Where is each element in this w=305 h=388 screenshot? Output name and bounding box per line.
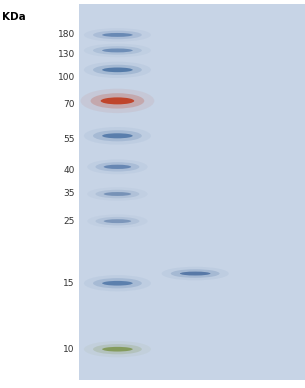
Ellipse shape bbox=[93, 278, 142, 288]
Text: 55: 55 bbox=[63, 135, 75, 144]
Ellipse shape bbox=[180, 272, 210, 275]
Ellipse shape bbox=[101, 97, 134, 104]
Text: KDa: KDa bbox=[2, 12, 25, 23]
Ellipse shape bbox=[102, 347, 133, 352]
Ellipse shape bbox=[84, 62, 151, 78]
Ellipse shape bbox=[102, 281, 133, 286]
Ellipse shape bbox=[104, 219, 131, 223]
Ellipse shape bbox=[95, 190, 139, 198]
Ellipse shape bbox=[93, 46, 142, 55]
Ellipse shape bbox=[171, 269, 220, 278]
Text: 130: 130 bbox=[57, 50, 75, 59]
Ellipse shape bbox=[87, 159, 148, 174]
Text: 70: 70 bbox=[63, 100, 75, 109]
Ellipse shape bbox=[93, 65, 142, 75]
Ellipse shape bbox=[93, 31, 142, 39]
Text: 180: 180 bbox=[57, 30, 75, 40]
Ellipse shape bbox=[93, 130, 142, 141]
Text: 40: 40 bbox=[63, 166, 75, 175]
Ellipse shape bbox=[84, 341, 151, 357]
Ellipse shape bbox=[102, 68, 133, 72]
Bar bbox=[79, 4, 305, 380]
Ellipse shape bbox=[84, 127, 151, 145]
Ellipse shape bbox=[104, 192, 131, 196]
Ellipse shape bbox=[81, 89, 154, 113]
Text: 15: 15 bbox=[63, 279, 75, 288]
Ellipse shape bbox=[102, 33, 133, 37]
Ellipse shape bbox=[91, 93, 144, 109]
Text: 10: 10 bbox=[63, 345, 75, 354]
Ellipse shape bbox=[104, 165, 131, 169]
Ellipse shape bbox=[102, 133, 133, 139]
Ellipse shape bbox=[87, 187, 148, 201]
Ellipse shape bbox=[102, 48, 133, 52]
Ellipse shape bbox=[95, 162, 139, 171]
Ellipse shape bbox=[162, 267, 229, 281]
Ellipse shape bbox=[84, 28, 151, 42]
Ellipse shape bbox=[95, 217, 139, 225]
Text: 100: 100 bbox=[57, 73, 75, 82]
Text: 25: 25 bbox=[63, 217, 75, 226]
Ellipse shape bbox=[93, 344, 142, 354]
Ellipse shape bbox=[84, 275, 151, 291]
Ellipse shape bbox=[84, 43, 151, 57]
Text: 35: 35 bbox=[63, 189, 75, 199]
